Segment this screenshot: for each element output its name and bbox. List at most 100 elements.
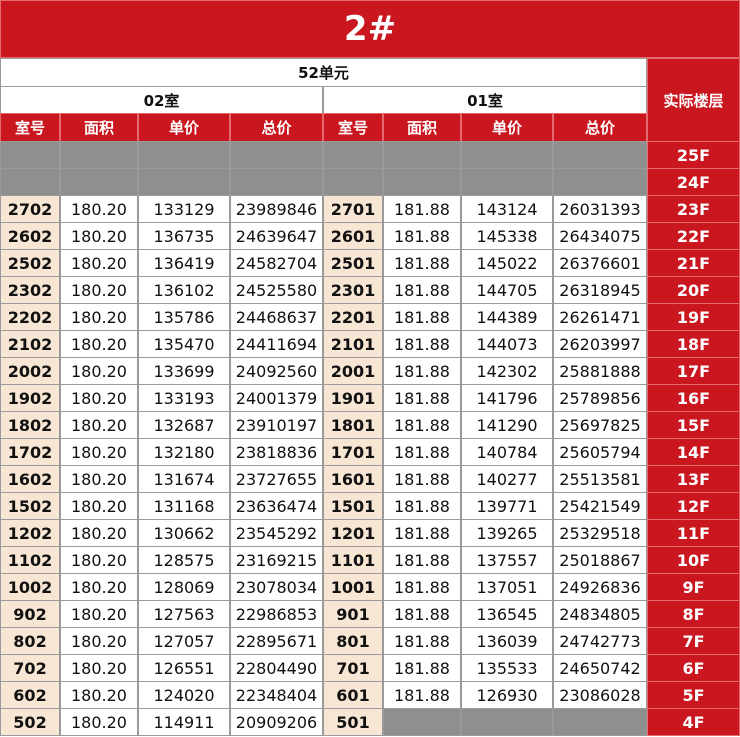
floor-cell: 14F: [647, 438, 740, 466]
table-cell: 140784: [461, 438, 553, 466]
table-cell: 126551: [138, 654, 230, 682]
table-cell: 181.88: [383, 330, 461, 358]
table-cell: 180.20: [60, 276, 138, 304]
table-cell: 181.88: [383, 357, 461, 385]
table-cell: 24468637: [230, 303, 323, 331]
empty-cell: [383, 168, 461, 196]
empty-cell: [60, 168, 138, 196]
floor-cell: 9F: [647, 573, 740, 601]
table-cell: 144705: [461, 276, 553, 304]
column-header: 单价: [138, 113, 230, 142]
floor-cell: 18F: [647, 330, 740, 358]
table-cell: 1902: [0, 384, 60, 412]
table-cell: 25881888: [553, 357, 647, 385]
table-cell: 142302: [461, 357, 553, 385]
table-cell: 2602: [0, 222, 60, 250]
table-cell: 137557: [461, 546, 553, 574]
table-cell: 23910197: [230, 411, 323, 439]
table-cell: 502: [0, 708, 60, 736]
table-cell: 1202: [0, 519, 60, 547]
floor-cell: 20F: [647, 276, 740, 304]
table-cell: 2001: [323, 357, 383, 385]
table-cell: 180.20: [60, 249, 138, 277]
table-cell: 128575: [138, 546, 230, 574]
table-cell: 181.88: [383, 195, 461, 223]
table-cell: 180.20: [60, 708, 138, 736]
floor-cell: 15F: [647, 411, 740, 439]
table-cell: 180.20: [60, 438, 138, 466]
table-cell: 180.20: [60, 681, 138, 709]
room-header: 01室: [323, 86, 647, 114]
table-cell: 132180: [138, 438, 230, 466]
table-cell: 25513581: [553, 465, 647, 493]
table-cell: 132687: [138, 411, 230, 439]
table-cell: 23727655: [230, 465, 323, 493]
empty-cell: [0, 141, 60, 169]
table-cell: 181.88: [383, 681, 461, 709]
table-cell: 136419: [138, 249, 230, 277]
table-cell: 180.20: [60, 222, 138, 250]
table-cell: 180.20: [60, 303, 138, 331]
table-cell: 181.88: [383, 573, 461, 601]
table-cell: 181.88: [383, 249, 461, 277]
table-cell: 181.88: [383, 519, 461, 547]
table-cell: 26434075: [553, 222, 647, 250]
table-cell: 2701: [323, 195, 383, 223]
table-cell: 1901: [323, 384, 383, 412]
floor-cell: 12F: [647, 492, 740, 520]
table-cell: 20909206: [230, 708, 323, 736]
table-cell: 180.20: [60, 411, 138, 439]
empty-cell: [461, 168, 553, 196]
table-cell: 124020: [138, 681, 230, 709]
table-cell: 141796: [461, 384, 553, 412]
floor-cell: 22F: [647, 222, 740, 250]
table-cell: 139265: [461, 519, 553, 547]
table-cell: 135470: [138, 330, 230, 358]
floor-cell: 6F: [647, 654, 740, 682]
table-cell: 1801: [323, 411, 383, 439]
table-cell: 23545292: [230, 519, 323, 547]
column-header: 室号: [0, 113, 60, 142]
table-cell: 2002: [0, 357, 60, 385]
table-cell: 131674: [138, 465, 230, 493]
empty-cell: [138, 141, 230, 169]
table-cell: 1802: [0, 411, 60, 439]
empty-cell: [60, 141, 138, 169]
table-cell: 23169215: [230, 546, 323, 574]
table-cell: 801: [323, 627, 383, 655]
table-cell: 1702: [0, 438, 60, 466]
table-cell: 128069: [138, 573, 230, 601]
floor-cell: 25F: [647, 141, 740, 169]
floor-cell: 13F: [647, 465, 740, 493]
empty-cell: [230, 141, 323, 169]
table-cell: 24582704: [230, 249, 323, 277]
table-cell: 139771: [461, 492, 553, 520]
table-cell: 181.88: [383, 600, 461, 628]
table-cell: 802: [0, 627, 60, 655]
table-cell: 23636474: [230, 492, 323, 520]
table-cell: 180.20: [60, 573, 138, 601]
floor-cell: 7F: [647, 627, 740, 655]
table-cell: 25018867: [553, 546, 647, 574]
title: 2#: [0, 0, 740, 58]
table-cell: 22986853: [230, 600, 323, 628]
table-cell: 181.88: [383, 492, 461, 520]
table-cell: 24639647: [230, 222, 323, 250]
table-cell: 702: [0, 654, 60, 682]
floor-header: 实际楼层: [647, 58, 740, 142]
column-header: 总价: [230, 113, 323, 142]
unit-header: 52单元: [0, 58, 647, 87]
table-cell: 130662: [138, 519, 230, 547]
empty-cell: [553, 708, 647, 736]
table-cell: 180.20: [60, 465, 138, 493]
floor-cell: 19F: [647, 303, 740, 331]
table-cell: 24001379: [230, 384, 323, 412]
table-cell: 26318945: [553, 276, 647, 304]
table-cell: 25421549: [553, 492, 647, 520]
floor-cell: 23F: [647, 195, 740, 223]
table-cell: 26261471: [553, 303, 647, 331]
floor-cell: 24F: [647, 168, 740, 196]
table-cell: 2301: [323, 276, 383, 304]
table-cell: 127563: [138, 600, 230, 628]
